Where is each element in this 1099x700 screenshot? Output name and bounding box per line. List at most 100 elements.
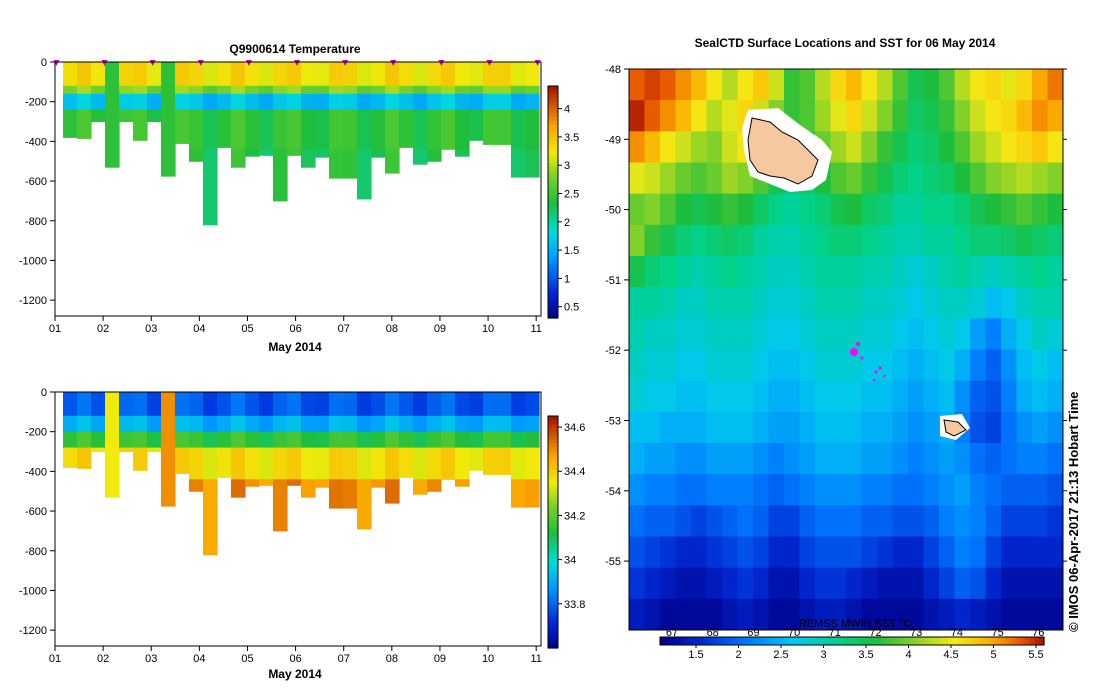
y-tick-label: -1000 — [19, 255, 47, 267]
colorbar-segment — [986, 637, 992, 645]
section-cell — [525, 407, 540, 417]
colorbar-segment — [548, 586, 558, 591]
x-tick-label: 10 — [482, 323, 494, 335]
colorbar-segment — [871, 637, 877, 645]
section-cell — [343, 463, 358, 472]
section-cell — [343, 157, 358, 166]
section-cell — [483, 392, 498, 401]
section-cell — [231, 455, 246, 464]
section-cell — [441, 463, 456, 472]
colorbar-segment — [548, 458, 558, 463]
colorbar-segment — [548, 539, 558, 545]
colorbar-segment — [548, 159, 558, 164]
colorbar-tick-label: 0.5 — [564, 302, 579, 314]
colorbar-segment — [548, 101, 558, 106]
colorbar-segment — [548, 263, 558, 269]
section-cell — [301, 463, 316, 472]
section-cell — [329, 157, 344, 166]
colorbar-segment — [548, 601, 558, 607]
sst-cell — [815, 256, 831, 288]
section-cell — [455, 447, 470, 456]
section-cell — [217, 471, 232, 478]
section-cell — [161, 495, 176, 504]
section-cell — [301, 157, 316, 166]
colorbar-segment — [928, 637, 935, 645]
section-cell — [147, 69, 162, 79]
section-cell — [203, 519, 218, 528]
section-cell — [469, 407, 484, 417]
section-cell — [385, 415, 400, 425]
sst-cell — [691, 131, 707, 163]
colorbar-segment — [548, 105, 558, 110]
colorbar-segment — [1015, 637, 1021, 645]
section-cell — [469, 109, 484, 118]
section-cell — [231, 423, 246, 433]
section-cell — [399, 109, 414, 118]
sst-cell — [660, 162, 676, 195]
section-cell — [287, 125, 302, 134]
sst-cell — [629, 505, 645, 537]
colorbar-segment — [852, 637, 858, 645]
sst-cell — [1016, 69, 1033, 101]
section-cell — [77, 407, 92, 417]
section-cell — [525, 487, 540, 496]
section-cell — [455, 69, 470, 79]
section-cell — [175, 109, 190, 118]
sst-cell — [1001, 411, 1017, 444]
sst-cell — [923, 567, 940, 600]
sst-cell — [954, 162, 971, 195]
section-cell — [315, 93, 330, 103]
sst-cell — [877, 474, 893, 506]
section-cell — [343, 399, 358, 409]
sst-cell — [737, 474, 754, 506]
sst-cell — [923, 318, 940, 350]
section-cell — [203, 526, 218, 536]
section-cell — [189, 487, 204, 492]
sst-cell — [722, 69, 738, 101]
colorbar-segment — [1029, 637, 1035, 645]
section-cell — [497, 125, 512, 134]
sst-cell — [892, 162, 909, 195]
colorbar-segment — [548, 512, 558, 518]
section-cell — [455, 415, 470, 425]
section-cell — [301, 471, 316, 480]
sst-cell — [629, 349, 645, 382]
section-cell — [385, 157, 400, 166]
sst-cell — [737, 411, 754, 444]
section-cell — [91, 69, 106, 79]
section-cell — [63, 125, 78, 134]
colorbar-segment — [548, 167, 558, 172]
section-cell — [343, 165, 358, 174]
section-cell — [497, 439, 512, 448]
section-cell — [329, 439, 344, 448]
seal-location-point — [874, 370, 878, 374]
sst-cell — [660, 318, 676, 350]
section-cell — [217, 423, 232, 433]
sst-cell — [722, 193, 738, 226]
section-cell — [231, 471, 246, 480]
section-cell — [203, 189, 218, 198]
section-cell — [413, 471, 428, 480]
section-cell — [413, 447, 428, 456]
section-cell — [427, 149, 442, 158]
sst-cell — [892, 224, 909, 257]
section-cell — [315, 101, 330, 111]
section-cell — [273, 487, 288, 496]
section-cell — [203, 220, 218, 226]
section-cell — [441, 93, 456, 103]
colorbar-segment — [660, 637, 666, 645]
sst-cell — [691, 380, 707, 413]
sst-cell — [1047, 443, 1064, 475]
section-cell — [91, 392, 106, 401]
colorbar-segment — [548, 120, 558, 126]
x-tick-label: 09 — [434, 323, 446, 335]
section-cell — [315, 117, 330, 126]
section-cell — [231, 109, 246, 118]
section-cell — [245, 141, 260, 150]
sst-cell — [1047, 380, 1064, 413]
sst-cell — [954, 505, 971, 537]
colorbar-segment — [669, 637, 675, 645]
section-cell — [343, 149, 358, 158]
section-cell — [175, 77, 190, 87]
sst-cell — [1047, 505, 1064, 537]
